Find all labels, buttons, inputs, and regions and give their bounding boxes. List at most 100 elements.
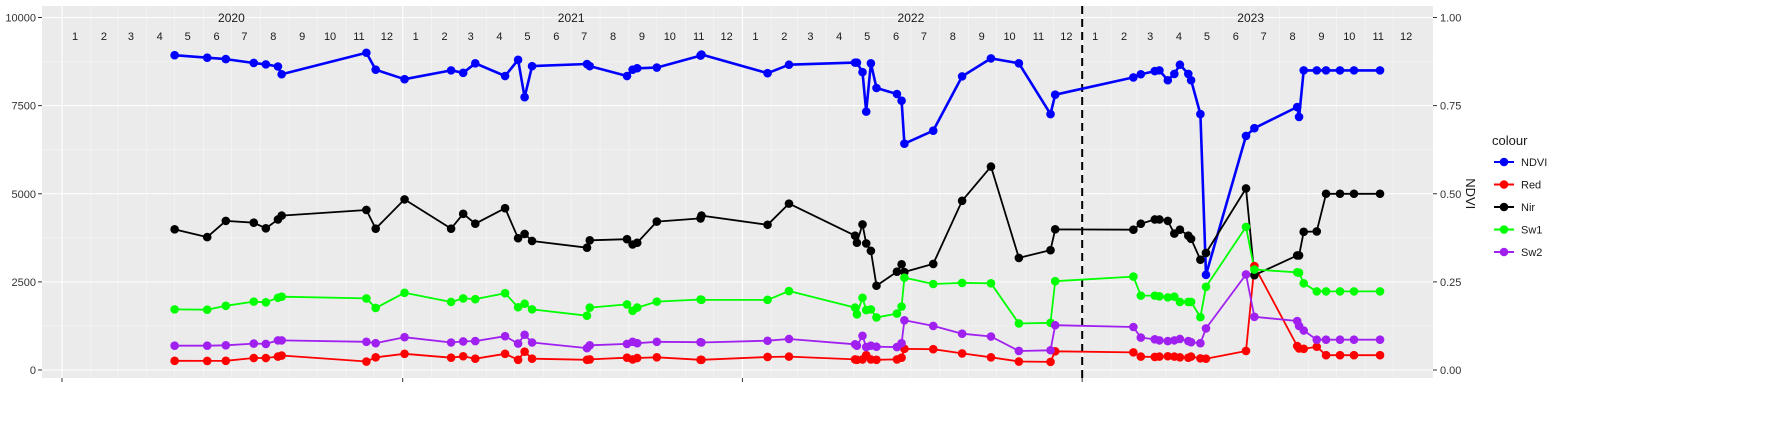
point-red [697,355,706,365]
point-ndvi [446,66,456,75]
point-sw1 [400,288,409,298]
month-label: 2 [781,31,787,43]
point-ndvi [362,48,371,58]
point-sw2 [897,338,906,348]
month-label: 4 [1176,31,1182,43]
legend-key-point [1499,225,1509,234]
point-ndvi [784,60,794,70]
point-sw2 [1299,326,1309,335]
month-label: 10 [664,31,676,43]
point-nir [1129,225,1138,235]
point-sw1 [928,279,938,289]
left-axis-tick-label: 7500 [12,101,36,113]
month-label: 11 [693,31,704,43]
point-nir [261,223,271,233]
point-nir [1014,253,1024,263]
point-sw2 [1375,335,1385,344]
point-sw1 [1312,287,1322,296]
point-nir [1335,189,1345,199]
point-nir [897,259,906,269]
point-ndvi [371,65,380,74]
month-label: 1 [752,31,758,43]
point-sw2 [446,338,456,347]
point-red [170,356,179,366]
month-label: 5 [185,31,191,43]
point-red [500,349,510,359]
month-label: 10 [324,31,336,43]
point-ndvi [261,60,271,69]
month-label: 6 [213,31,219,43]
point-ndvi [861,107,871,116]
point-nir [1321,189,1331,199]
point-sw2 [1349,335,1359,344]
legend-key-point [1499,157,1509,167]
point-nir [928,259,938,269]
minor-gridlines [42,6,1433,378]
point-nir [1050,225,1060,234]
point-nir [957,196,967,206]
point-nir [1136,219,1146,229]
point-ndvi [763,68,772,78]
point-ndvi [1375,66,1385,75]
left-axis-tick-label: 5000 [12,189,36,201]
point-nir [362,205,371,215]
month-label: 4 [496,31,502,43]
month-label: 6 [1233,31,1239,43]
point-ndvi [852,58,862,67]
point-ndvi [632,63,642,73]
point-nir [585,235,595,245]
point-nir [632,238,642,248]
point-nir [1299,227,1309,237]
point-sw1 [1250,265,1259,274]
right-axis-tick-label: 0.50 [1440,189,1461,201]
point-sw1 [261,298,271,307]
month-label: 5 [1204,31,1210,43]
point-ndvi [513,55,523,65]
right-axis-title: NDVI [1463,178,1478,209]
point-nir [513,233,523,243]
point-red [446,353,456,362]
point-red [957,349,967,358]
point-nir [1375,189,1385,199]
point-ndvi [957,72,967,81]
point-nir [1175,225,1185,235]
point-sw1 [892,309,902,318]
point-ndvi [400,74,409,84]
month-label: 11 [1033,31,1044,43]
point-nir [1163,216,1173,226]
year-label: 2022 [898,11,925,25]
point-nir [371,224,380,233]
point-sw1 [1196,312,1205,322]
point-ndvi [202,53,212,62]
point-ndvi [986,54,996,63]
point-sw1 [1136,291,1146,300]
point-sw1 [852,310,862,319]
point-sw1 [1375,287,1385,296]
point-red [1046,357,1055,367]
point-ndvi [1014,59,1024,68]
point-sw2 [202,341,212,350]
month-label: 9 [299,31,305,43]
point-sw2 [261,339,271,349]
point-sw1 [1294,268,1304,278]
right-axis-tick-label: 0.25 [1440,277,1461,289]
point-sw2 [784,334,794,344]
point-sw2 [1335,335,1345,344]
point-sw1 [1321,287,1331,296]
point-ndvi [1241,131,1251,141]
point-red [527,354,537,364]
point-nir [858,220,867,229]
right-axis: 0.00 0.25 0.50 0.75 1.00 [1433,13,1461,377]
point-sw1 [957,278,967,288]
point-sw1 [470,294,480,304]
month-label: 7 [1261,31,1267,43]
point-red [632,353,642,363]
point-ndvi [277,69,286,79]
point-sw1 [858,293,867,303]
point-red [1129,348,1138,357]
point-sw1 [622,300,632,309]
point-sw2 [1201,324,1211,333]
month-label: 2 [1121,31,1127,43]
point-sw1 [582,311,592,321]
right-axis-tick-label: 0.75 [1440,101,1461,113]
